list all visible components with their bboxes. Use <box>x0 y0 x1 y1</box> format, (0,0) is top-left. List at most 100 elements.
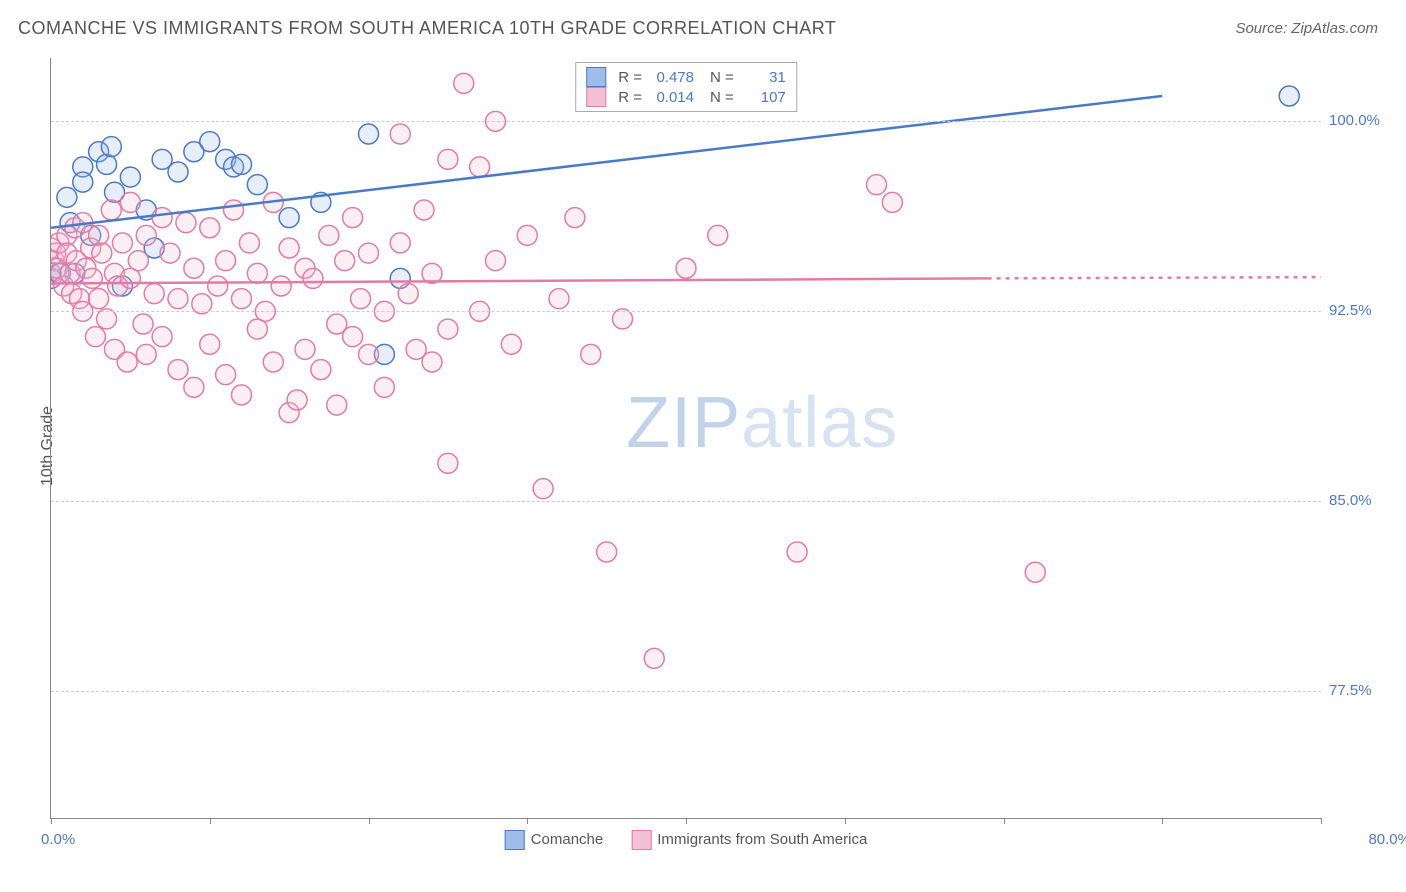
data-point <box>454 73 474 93</box>
data-point <box>216 251 236 271</box>
data-point <box>200 218 220 238</box>
data-point <box>279 208 299 228</box>
data-point <box>232 289 252 309</box>
stats-row: R = 0.014N = 107 <box>586 87 786 107</box>
data-point <box>517 225 537 245</box>
data-point <box>117 352 137 372</box>
data-point <box>335 251 355 271</box>
data-point <box>133 314 153 334</box>
data-point <box>882 192 902 212</box>
x-tick-max: 80.0% <box>1368 831 1406 848</box>
x-tick-min: 0.0% <box>41 831 75 848</box>
data-point <box>398 284 418 304</box>
data-point <box>57 187 77 207</box>
data-point <box>168 360 188 380</box>
y-tick-label: 100.0% <box>1329 112 1395 129</box>
data-point <box>303 268 323 288</box>
data-point <box>152 327 172 347</box>
data-point <box>414 200 434 220</box>
data-point <box>787 542 807 562</box>
data-point <box>184 377 204 397</box>
data-point <box>168 162 188 182</box>
data-point <box>239 233 259 253</box>
data-point <box>208 276 228 296</box>
legend-item: Immigrants from South America <box>631 830 867 850</box>
data-point <box>438 149 458 169</box>
data-point <box>82 268 102 288</box>
data-point <box>319 225 339 245</box>
data-point <box>176 213 196 233</box>
data-point <box>581 344 601 364</box>
data-point <box>343 327 363 347</box>
source-label: Source: ZipAtlas.com <box>1235 20 1378 37</box>
data-point <box>73 172 93 192</box>
y-tick-label: 85.0% <box>1329 492 1395 509</box>
data-point <box>89 289 109 309</box>
trend-line <box>51 278 988 283</box>
chart-title: COMANCHE VS IMMIGRANTS FROM SOUTH AMERIC… <box>18 18 836 39</box>
data-point <box>160 243 180 263</box>
data-point <box>112 233 132 253</box>
data-point <box>247 319 267 339</box>
data-point <box>390 233 410 253</box>
data-point <box>89 225 109 245</box>
data-point <box>120 268 140 288</box>
data-point <box>184 258 204 278</box>
data-point <box>101 200 121 220</box>
data-point <box>438 319 458 339</box>
data-point <box>311 360 331 380</box>
data-point <box>1279 86 1299 106</box>
stats-legend: R = 0.478N = 31R = 0.014N = 107 <box>575 62 797 112</box>
data-point <box>597 542 617 562</box>
data-point <box>470 157 490 177</box>
data-point <box>501 334 521 354</box>
data-point <box>200 334 220 354</box>
data-point <box>287 390 307 410</box>
data-point <box>279 238 299 258</box>
data-point <box>120 192 140 212</box>
data-point <box>374 377 394 397</box>
data-point <box>549 289 569 309</box>
legend-item: Comanche <box>505 830 604 850</box>
data-point <box>359 243 379 263</box>
scatter-svg <box>51 58 1321 818</box>
data-point <box>708 225 728 245</box>
data-point <box>343 208 363 228</box>
data-point <box>200 132 220 152</box>
y-tick-label: 77.5% <box>1329 682 1395 699</box>
stats-row: R = 0.478N = 31 <box>586 67 786 87</box>
data-point <box>152 208 172 228</box>
data-point <box>271 276 291 296</box>
data-point <box>867 175 887 195</box>
data-point <box>247 175 267 195</box>
data-point <box>533 479 553 499</box>
data-point <box>232 154 252 174</box>
data-point <box>136 225 156 245</box>
data-point <box>224 200 244 220</box>
data-point <box>327 395 347 415</box>
data-point <box>85 327 105 347</box>
data-point <box>168 289 188 309</box>
data-point <box>128 251 148 271</box>
data-point <box>97 154 117 174</box>
data-point <box>295 339 315 359</box>
trend-line <box>988 277 1321 278</box>
data-point <box>486 251 506 271</box>
data-point <box>359 124 379 144</box>
data-point <box>351 289 371 309</box>
series-legend: Comanche Immigrants from South America <box>505 830 868 850</box>
y-tick-label: 92.5% <box>1329 302 1395 319</box>
data-point <box>359 344 379 364</box>
data-point <box>263 352 283 372</box>
data-point <box>565 208 585 228</box>
data-point <box>144 284 164 304</box>
data-point <box>422 352 442 372</box>
data-point <box>216 365 236 385</box>
plot-area: ZIPatlas R = 0.478N = 31R = 0.014N = 107… <box>50 58 1321 819</box>
data-point <box>676 258 696 278</box>
data-point <box>1025 562 1045 582</box>
data-point <box>120 167 140 187</box>
data-point <box>232 385 252 405</box>
data-point <box>247 263 267 283</box>
data-point <box>136 344 156 364</box>
